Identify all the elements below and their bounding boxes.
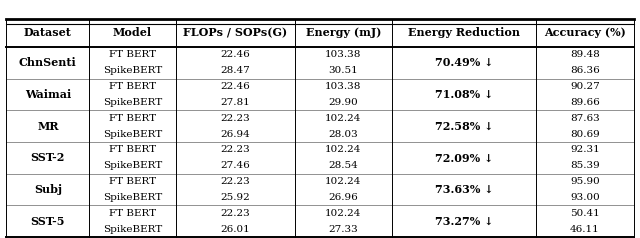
Text: FT BERT: FT BERT [109,145,156,154]
Text: 22.23: 22.23 [220,177,250,186]
Text: 72.58% ↓: 72.58% ↓ [435,121,493,132]
Text: 50.41: 50.41 [570,209,600,218]
Text: 22.46: 22.46 [220,82,250,91]
Text: SpikeBERT: SpikeBERT [103,98,162,107]
Text: Energy Reduction: Energy Reduction [408,27,520,39]
Text: Model: Model [113,27,152,39]
Text: 22.23: 22.23 [220,114,250,123]
Text: 27.81: 27.81 [220,98,250,107]
Text: 93.00: 93.00 [570,193,600,202]
Text: 89.66: 89.66 [570,98,600,107]
Text: FT BERT: FT BERT [109,209,156,218]
Text: 71.08% ↓: 71.08% ↓ [435,89,493,100]
Text: 28.47: 28.47 [220,66,250,75]
Text: 26.96: 26.96 [328,193,358,202]
Text: 72.09% ↓: 72.09% ↓ [435,152,493,163]
Text: Accuracy (%): Accuracy (%) [544,27,626,39]
Text: SpikeBERT: SpikeBERT [103,225,162,234]
Text: Energy (mJ): Energy (mJ) [306,27,381,39]
Text: 22.23: 22.23 [220,145,250,154]
Text: 70.49% ↓: 70.49% ↓ [435,57,493,68]
Text: 102.24: 102.24 [325,177,362,186]
Text: 90.27: 90.27 [570,82,600,91]
Text: FT BERT: FT BERT [109,82,156,91]
Text: 73.63% ↓: 73.63% ↓ [435,184,493,195]
Text: 27.33: 27.33 [328,225,358,234]
Text: 26.01: 26.01 [220,225,250,234]
Text: 46.11: 46.11 [570,225,600,234]
Text: 92.31: 92.31 [570,145,600,154]
Text: 86.36: 86.36 [570,66,600,75]
Text: Waimai: Waimai [25,89,71,100]
Text: SST-2: SST-2 [31,152,65,163]
Text: 26.94: 26.94 [220,129,250,139]
Text: 80.69: 80.69 [570,129,600,139]
Text: Subj: Subj [34,184,62,195]
Text: 89.48: 89.48 [570,50,600,59]
Text: 22.46: 22.46 [220,50,250,59]
Text: 29.90: 29.90 [328,98,358,107]
Text: FLOPs / SOPs(G): FLOPs / SOPs(G) [183,27,287,39]
Text: SpikeBERT: SpikeBERT [103,161,162,170]
Text: 87.63: 87.63 [570,114,600,123]
Text: 25.92: 25.92 [220,193,250,202]
Text: 85.39: 85.39 [570,161,600,170]
Text: 102.24: 102.24 [325,114,362,123]
Text: 30.51: 30.51 [328,66,358,75]
Text: FT BERT: FT BERT [109,114,156,123]
Text: 102.24: 102.24 [325,209,362,218]
Text: SpikeBERT: SpikeBERT [103,66,162,75]
Text: 102.24: 102.24 [325,145,362,154]
Text: 103.38: 103.38 [325,50,362,59]
Text: 28.54: 28.54 [328,161,358,170]
Text: 95.90: 95.90 [570,177,600,186]
Text: Dataset: Dataset [24,27,72,39]
Text: MR: MR [37,121,59,132]
Text: 28.03: 28.03 [328,129,358,139]
Text: FT BERT: FT BERT [109,50,156,59]
Text: SST-5: SST-5 [31,216,65,227]
Text: 22.23: 22.23 [220,209,250,218]
Text: 73.27% ↓: 73.27% ↓ [435,216,493,227]
Text: ChnSenti: ChnSenti [19,57,77,68]
Text: FT BERT: FT BERT [109,177,156,186]
Text: SpikeBERT: SpikeBERT [103,193,162,202]
Text: SpikeBERT: SpikeBERT [103,129,162,139]
Text: 103.38: 103.38 [325,82,362,91]
Text: 27.46: 27.46 [220,161,250,170]
